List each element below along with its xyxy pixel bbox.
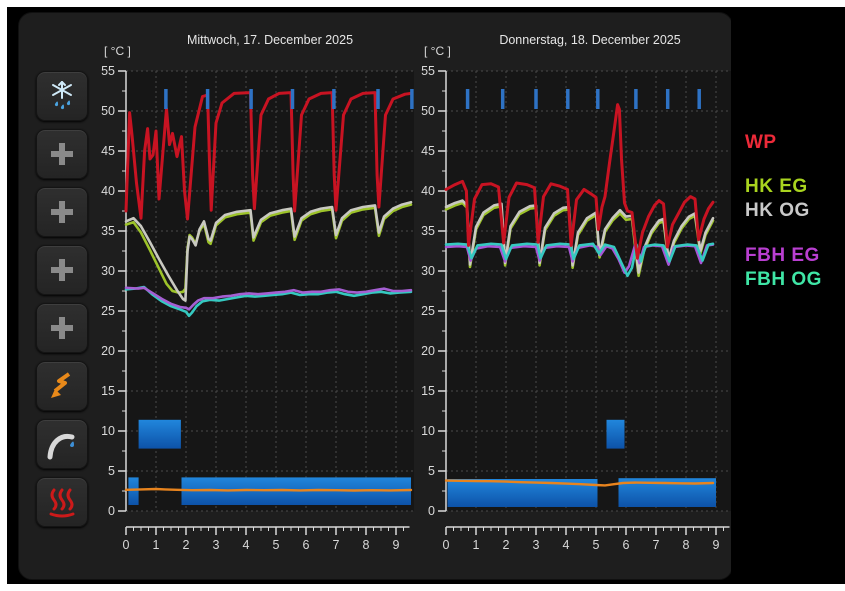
- add-button-4[interactable]: [36, 303, 88, 353]
- svg-text:5: 5: [108, 464, 115, 478]
- svg-text:45: 45: [421, 144, 435, 158]
- tap-icon: [47, 433, 75, 460]
- svg-text:0: 0: [443, 538, 450, 552]
- svg-text:7: 7: [653, 538, 660, 552]
- add-button-1[interactable]: [36, 129, 88, 179]
- legend-item-fbh-eg: FBH EG: [745, 245, 820, 266]
- svg-text:25: 25: [421, 304, 435, 318]
- svg-text:6: 6: [623, 538, 630, 552]
- svg-text:8: 8: [683, 538, 690, 552]
- plus-icon: [51, 259, 73, 281]
- svg-text:40: 40: [421, 184, 435, 198]
- svg-text:50: 50: [101, 104, 115, 118]
- svg-text:0: 0: [428, 504, 435, 518]
- svg-text:7: 7: [333, 538, 340, 552]
- svg-text:1: 1: [473, 538, 480, 552]
- plus-icon: [51, 201, 73, 223]
- heating-button[interactable]: [36, 477, 88, 527]
- svg-text:5: 5: [428, 464, 435, 478]
- svg-text:8: 8: [363, 538, 370, 552]
- chart-wednesday[interactable]: Mittwoch, 17. December 2025[ °C ] 0 5 10 15 2…: [96, 29, 426, 569]
- svg-text:3: 3: [213, 538, 220, 552]
- svg-text:50: 50: [421, 104, 435, 118]
- svg-text:10: 10: [421, 424, 435, 438]
- screen-background: Mittwoch, 17. December 2025[ °C ] 0 5 10 15 2…: [7, 7, 845, 584]
- plus-icon: [51, 317, 73, 339]
- svg-text:20: 20: [421, 344, 435, 358]
- svg-text:5: 5: [273, 538, 280, 552]
- legend-item-wp: WP: [745, 132, 777, 153]
- energy-arrow-icon: [51, 372, 71, 398]
- svg-text:5: 5: [593, 538, 600, 552]
- svg-text:30: 30: [101, 264, 115, 278]
- heat-waves-icon: [49, 488, 75, 518]
- svg-text:Mittwoch, 17. December 2025: Mittwoch, 17. December 2025: [187, 33, 353, 47]
- svg-text:35: 35: [101, 224, 115, 238]
- legend-item-fbh-og: FBH OG: [745, 269, 822, 290]
- svg-text:45: 45: [101, 144, 115, 158]
- svg-text:9: 9: [713, 538, 720, 552]
- svg-text:9: 9: [393, 538, 400, 552]
- svg-text:[ °C ]: [ °C ]: [104, 44, 131, 58]
- defrost-button[interactable]: [36, 71, 88, 121]
- svg-text:[ °C ]: [ °C ]: [424, 44, 451, 58]
- legend-item-hk-og: HK OG: [745, 200, 810, 221]
- svg-text:0: 0: [108, 504, 115, 518]
- svg-text:55: 55: [421, 64, 435, 78]
- app-window: Mittwoch, 17. December 2025[ °C ] 0 5 10 15 2…: [18, 12, 734, 580]
- svg-text:40: 40: [101, 184, 115, 198]
- svg-text:2: 2: [503, 538, 510, 552]
- energy-button[interactable]: [36, 361, 88, 411]
- svg-text:15: 15: [101, 384, 115, 398]
- svg-text:20: 20: [101, 344, 115, 358]
- svg-text:2: 2: [183, 538, 190, 552]
- svg-text:1: 1: [153, 538, 160, 552]
- svg-text:3: 3: [533, 538, 540, 552]
- svg-text:25: 25: [101, 304, 115, 318]
- hot-water-button[interactable]: [36, 419, 88, 469]
- svg-text:Donnerstag, 18. December 2025: Donnerstag, 18. December 2025: [499, 33, 680, 47]
- svg-text:10: 10: [101, 424, 115, 438]
- svg-text:35: 35: [421, 224, 435, 238]
- defrost-icon: [52, 81, 72, 110]
- legend: WP HK EG HK OG FBH EG FBH OG: [731, 7, 845, 584]
- svg-text:4: 4: [563, 538, 570, 552]
- svg-text:55: 55: [101, 64, 115, 78]
- chart-thursday[interactable]: Donnerstag, 18. December 2025[ °C ] 0 5 10 1…: [416, 29, 746, 569]
- svg-text:15: 15: [421, 384, 435, 398]
- add-button-3[interactable]: [36, 245, 88, 295]
- svg-text:4: 4: [243, 538, 250, 552]
- plus-icon: [51, 143, 73, 165]
- svg-text:30: 30: [421, 264, 435, 278]
- svg-text:6: 6: [303, 538, 310, 552]
- add-button-2[interactable]: [36, 187, 88, 237]
- svg-text:0: 0: [123, 538, 130, 552]
- legend-item-hk-eg: HK EG: [745, 176, 808, 197]
